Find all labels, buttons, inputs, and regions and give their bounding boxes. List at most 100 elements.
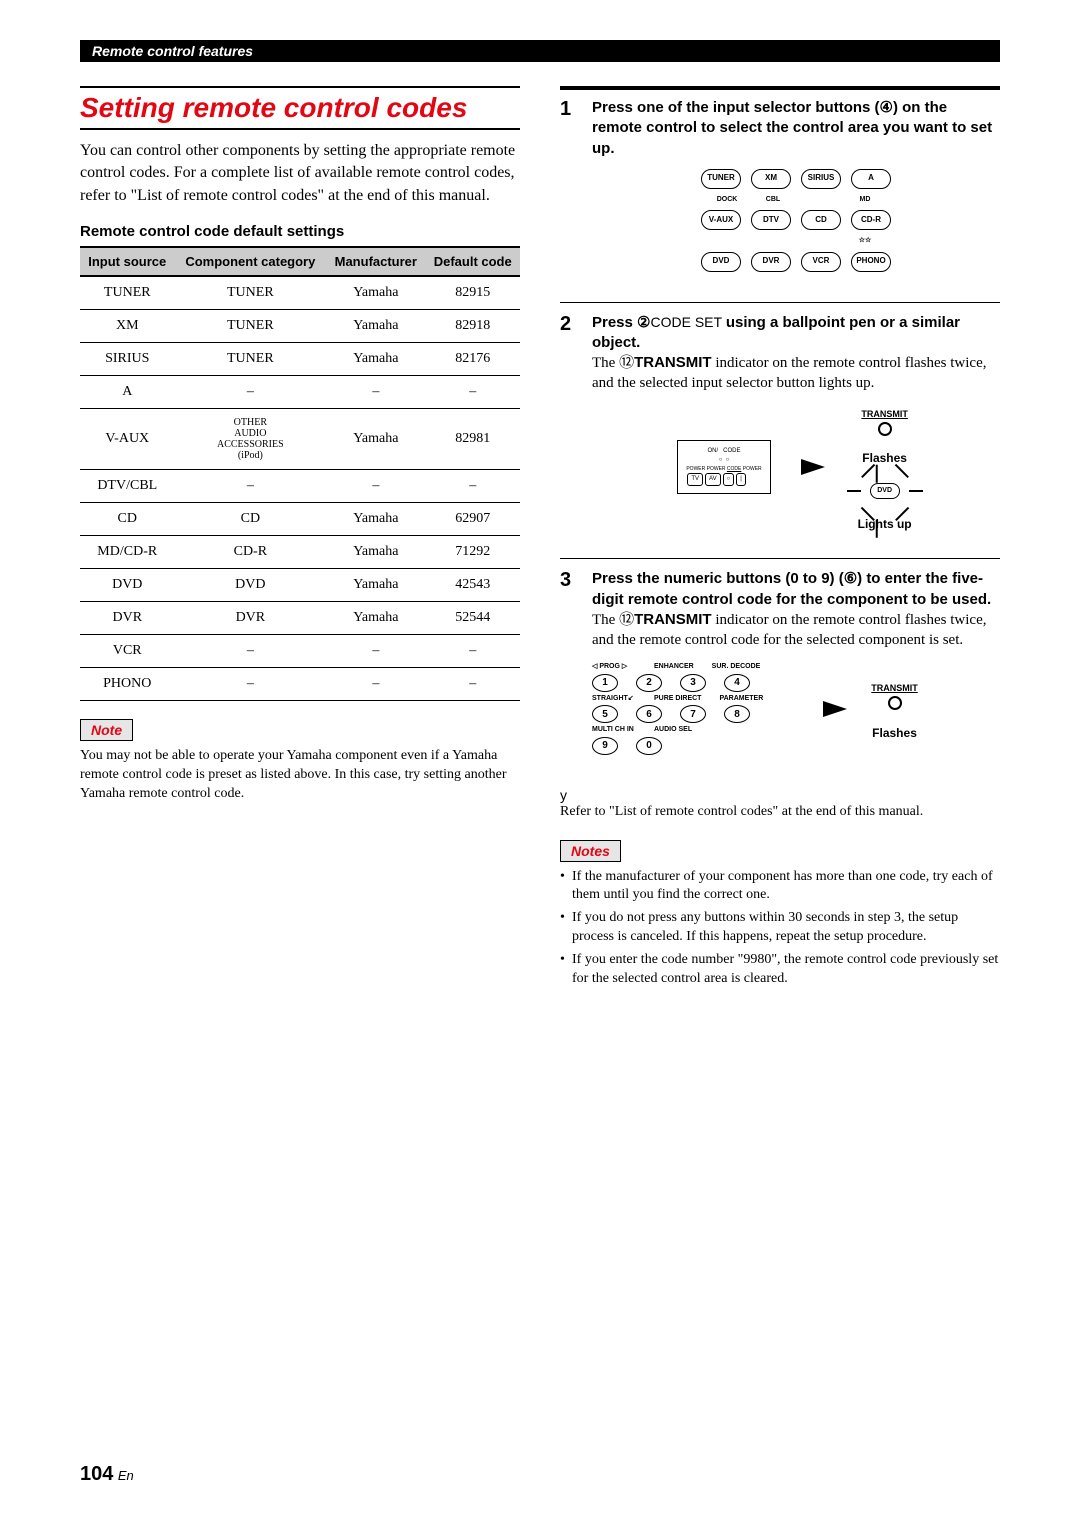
codes-table: Input source Component category Manufact… bbox=[80, 246, 520, 701]
note-text: You may not be able to operate your Yama… bbox=[80, 747, 520, 804]
num-3[interactable]: 3 bbox=[680, 674, 706, 692]
input-button-grid: TUNER XM SIRIUS A DOCK CBL MD V-AUX DTV bbox=[592, 167, 1000, 274]
btn-sirius[interactable]: SIRIUS bbox=[801, 169, 841, 189]
table-row: DVRDVRYamaha52544 bbox=[80, 602, 520, 635]
table-heading: Remote control code default settings bbox=[80, 223, 520, 240]
transmit-label-1: TRANSMIT bbox=[855, 408, 915, 420]
table-row: TUNERTUNERYamaha82915 bbox=[80, 276, 520, 310]
btn-phono[interactable]: PHONO bbox=[851, 252, 891, 272]
table-cell: TUNER bbox=[80, 276, 175, 310]
table-cell: – bbox=[175, 668, 327, 701]
step-3-bold: Press the numeric buttons (0 to 9) (⑥) t… bbox=[592, 570, 991, 607]
table-row: DVDDVDYamaha42543 bbox=[80, 569, 520, 602]
table-cell: DTV/CBL bbox=[80, 470, 175, 503]
table-cell: TUNER bbox=[175, 343, 327, 376]
transmit-word-2: TRANSMIT bbox=[634, 611, 712, 628]
table-cell: 82918 bbox=[425, 310, 520, 343]
table-cell: – bbox=[425, 376, 520, 409]
table-cell: VCR bbox=[80, 635, 175, 668]
table-cell: Yamaha bbox=[326, 343, 425, 376]
note-item: If the manufacturer of your component ha… bbox=[560, 868, 1000, 906]
table-cell: XM bbox=[80, 310, 175, 343]
page-number: 104 En bbox=[80, 1463, 134, 1486]
btn-vaux[interactable]: V-AUX bbox=[701, 210, 741, 230]
table-cell: – bbox=[326, 668, 425, 701]
note-item: If you do not press any buttons within 3… bbox=[560, 909, 1000, 947]
btn-cd[interactable]: CD bbox=[801, 210, 841, 230]
table-cell: SIRIUS bbox=[80, 343, 175, 376]
step-3-body-prefix: The ⑫ bbox=[592, 612, 634, 628]
table-cell: OTHERAUDIOACCESSORIES(iPod) bbox=[175, 409, 327, 470]
th-code: Default code bbox=[425, 247, 520, 276]
flashes-caption-2: Flashes bbox=[871, 725, 918, 741]
table-cell: Yamaha bbox=[326, 503, 425, 536]
intro-text: You can control other components by sett… bbox=[80, 140, 520, 207]
table-cell: Yamaha bbox=[326, 409, 425, 470]
table-row: PHONO––– bbox=[80, 668, 520, 701]
lbl-cbl: CBL bbox=[753, 195, 793, 204]
th-manufacturer: Manufacturer bbox=[326, 247, 425, 276]
flashes-caption: Flashes bbox=[855, 450, 915, 466]
code-set-label: CODE SET bbox=[650, 314, 722, 330]
table-cell: DVR bbox=[80, 602, 175, 635]
table-row: A––– bbox=[80, 376, 520, 409]
btn-xm[interactable]: XM bbox=[751, 169, 791, 189]
table-cell: 52544 bbox=[425, 602, 520, 635]
num-9[interactable]: 9 bbox=[592, 737, 618, 755]
num-7[interactable]: 7 bbox=[680, 705, 706, 723]
table-cell: – bbox=[175, 376, 327, 409]
btn-a[interactable]: A bbox=[851, 169, 891, 189]
table-cell: – bbox=[326, 470, 425, 503]
table-cell: TUNER bbox=[175, 276, 327, 310]
th-category: Component category bbox=[175, 247, 327, 276]
table-row: VCR––– bbox=[80, 635, 520, 668]
step-2-body-prefix: The ⑫ bbox=[592, 355, 634, 371]
table-row: CDCDYamaha62907 bbox=[80, 503, 520, 536]
table-cell: – bbox=[425, 668, 520, 701]
arrow-icon bbox=[801, 459, 825, 475]
table-cell: Yamaha bbox=[326, 276, 425, 310]
btn-tuner[interactable]: TUNER bbox=[701, 169, 741, 189]
table-cell: CD bbox=[80, 503, 175, 536]
table-cell: Yamaha bbox=[326, 536, 425, 569]
btn-dvd[interactable]: DVD bbox=[701, 252, 741, 272]
table-cell: V-AUX bbox=[80, 409, 175, 470]
mini-remote-top: ON/ CODE○ ○ POWER POWER CODE POWER TVAV○… bbox=[677, 440, 770, 493]
right-column: 1 Press one of the input selector button… bbox=[560, 86, 1000, 993]
num-4[interactable]: 4 bbox=[724, 674, 750, 692]
step-2-num: 2 bbox=[560, 313, 580, 549]
step-2: 2 Press ②CODE SET using a ballpoint pen … bbox=[560, 313, 1000, 549]
table-row: DTV/CBL––– bbox=[80, 470, 520, 503]
num-1[interactable]: 1 bbox=[592, 674, 618, 692]
num-5[interactable]: 5 bbox=[592, 705, 618, 723]
lbl-star: ☆☆ bbox=[845, 236, 885, 245]
note-label: Note bbox=[80, 719, 133, 741]
step-2-bold1: Press ② bbox=[592, 314, 650, 331]
btn-dtv[interactable]: DTV bbox=[751, 210, 791, 230]
table-cell: Yamaha bbox=[326, 310, 425, 343]
btn-cdr[interactable]: CD-R bbox=[851, 210, 891, 230]
table-row: SIRIUSTUNERYamaha82176 bbox=[80, 343, 520, 376]
table-cell: PHONO bbox=[80, 668, 175, 701]
btn-dvr[interactable]: DVR bbox=[751, 252, 791, 272]
btn-vcr[interactable]: VCR bbox=[801, 252, 841, 272]
table-cell: 42543 bbox=[425, 569, 520, 602]
table-cell: A bbox=[80, 376, 175, 409]
num-0[interactable]: 0 bbox=[636, 737, 662, 755]
table-cell: 71292 bbox=[425, 536, 520, 569]
step-1-num: 1 bbox=[560, 98, 580, 292]
table-cell: – bbox=[425, 470, 520, 503]
page-title: Setting remote control codes bbox=[80, 86, 520, 130]
num-2[interactable]: 2 bbox=[636, 674, 662, 692]
table-cell: Yamaha bbox=[326, 569, 425, 602]
table-cell: – bbox=[175, 635, 327, 668]
table-cell: – bbox=[326, 376, 425, 409]
table-cell: 82176 bbox=[425, 343, 520, 376]
num-6[interactable]: 6 bbox=[636, 705, 662, 723]
dvd-lit-btn: DVD bbox=[870, 483, 900, 499]
num-8[interactable]: 8 bbox=[724, 705, 750, 723]
table-cell: DVR bbox=[175, 602, 327, 635]
table-cell: MD/CD-R bbox=[80, 536, 175, 569]
table-cell: Yamaha bbox=[326, 602, 425, 635]
notes-list: If the manufacturer of your component ha… bbox=[560, 868, 1000, 989]
